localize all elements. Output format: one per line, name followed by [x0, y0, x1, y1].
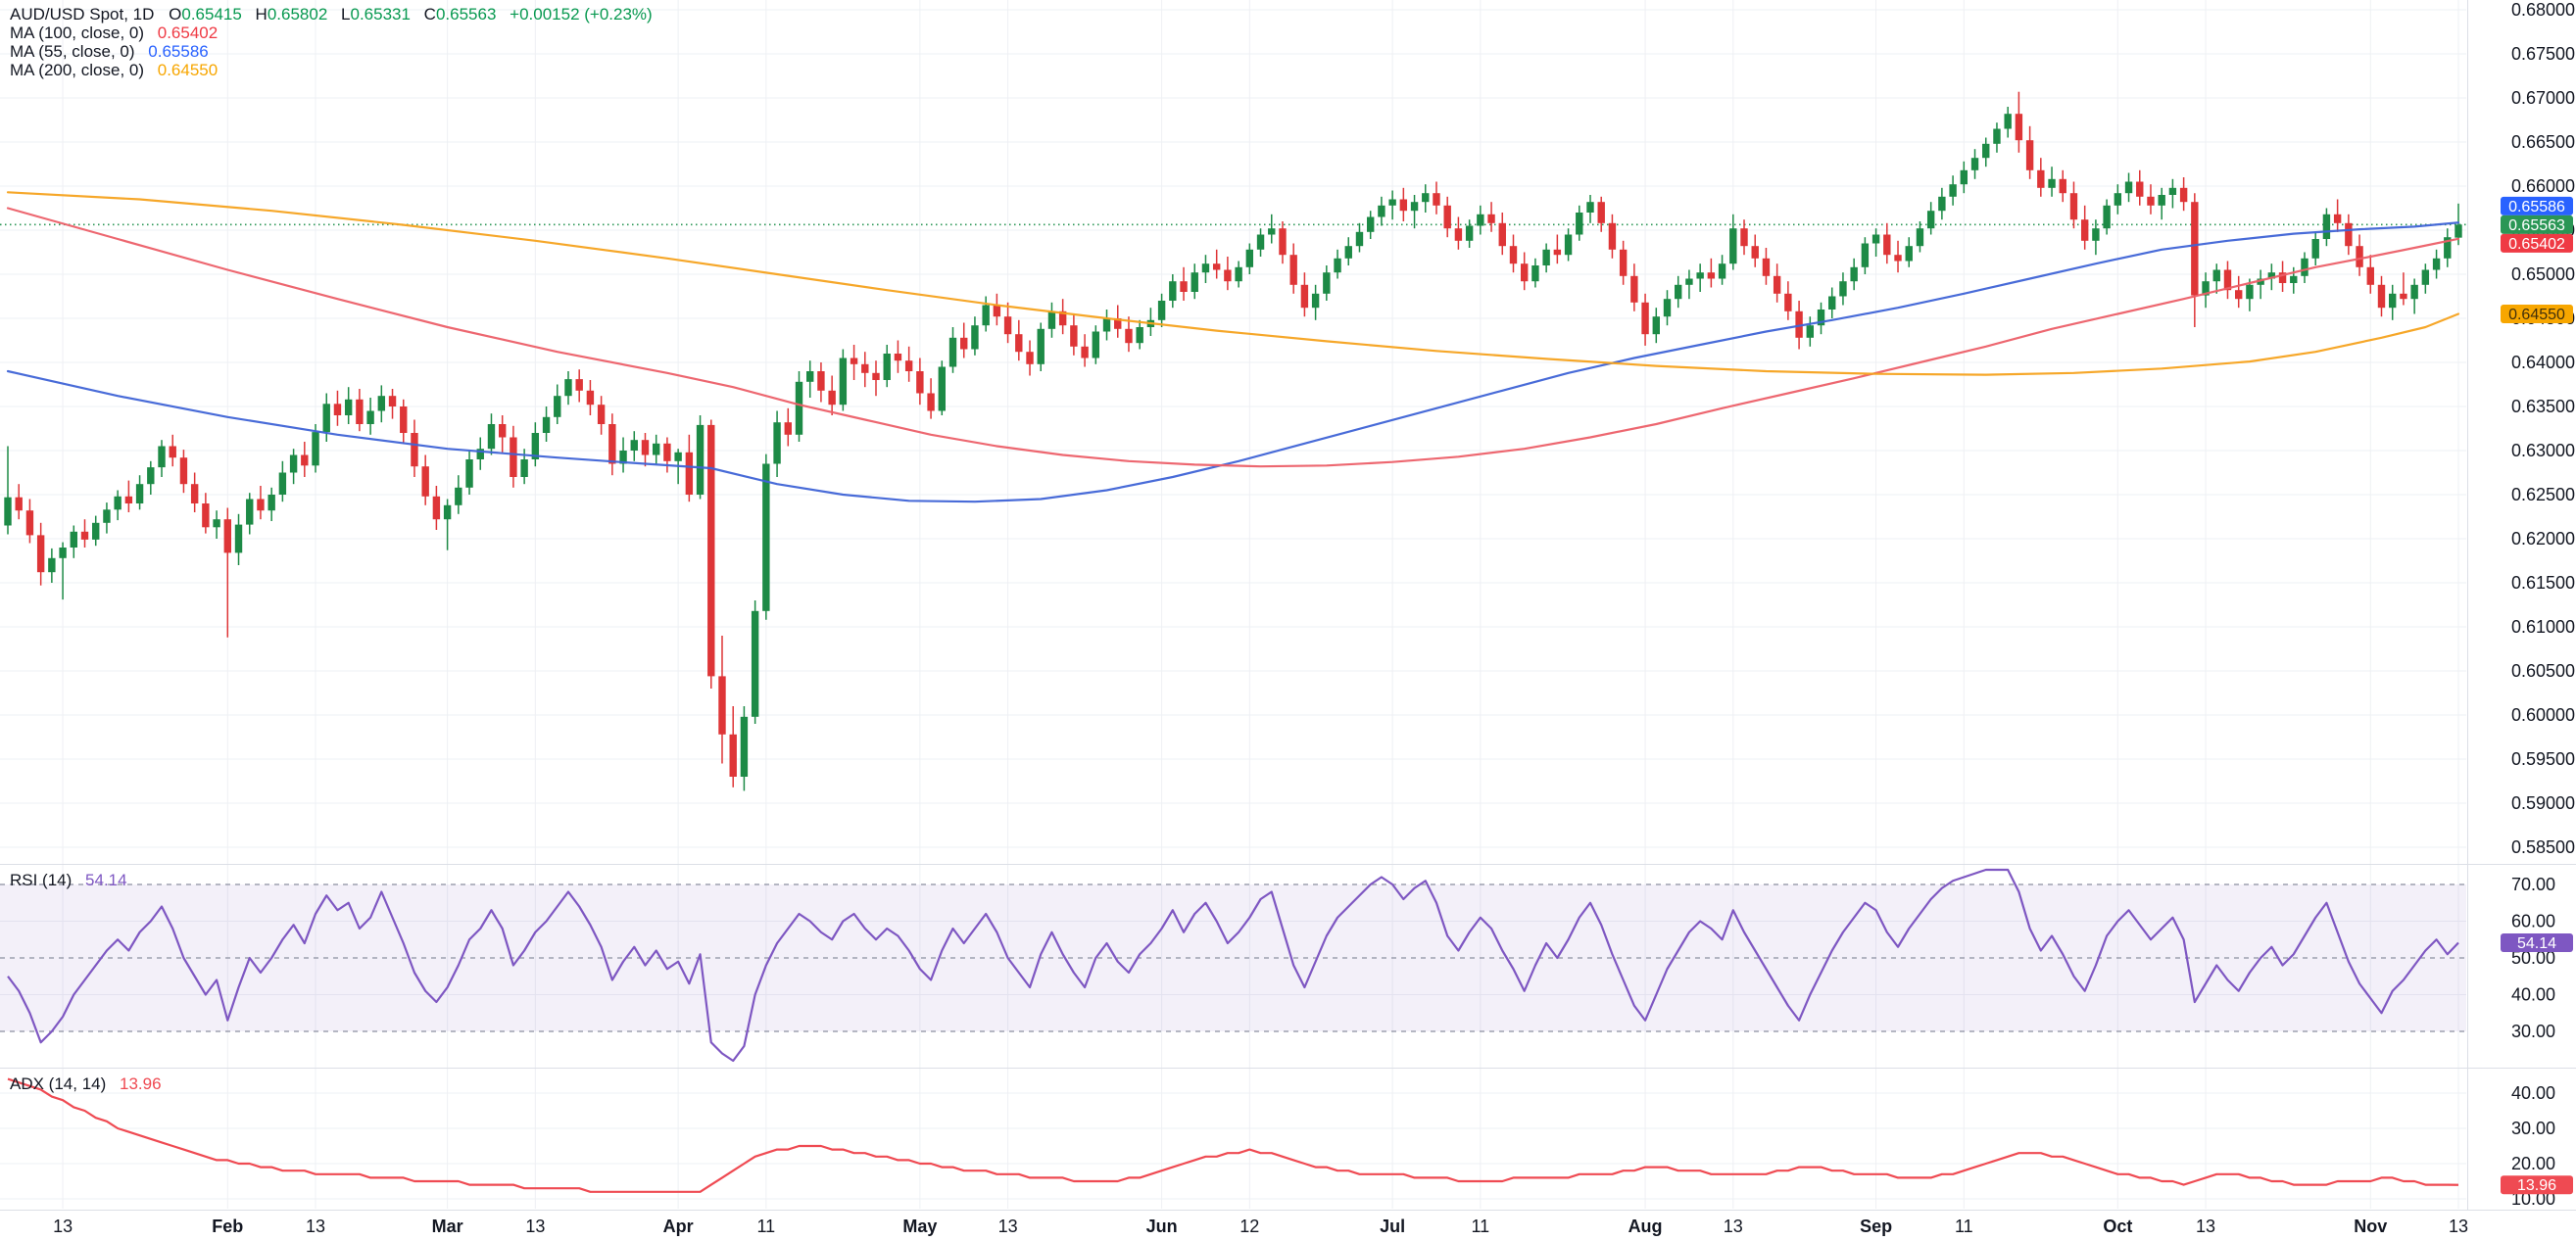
ma55-label: MA (55, close, 0) — [10, 42, 135, 61]
svg-text:Jul: Jul — [1380, 1217, 1405, 1236]
svg-text:0.59500: 0.59500 — [2511, 749, 2575, 769]
svg-text:13: 13 — [1724, 1217, 1743, 1236]
open-label: O — [169, 5, 182, 24]
svg-text:40.00: 40.00 — [2511, 1083, 2555, 1103]
svg-text:0.63500: 0.63500 — [2511, 397, 2575, 416]
svg-text:50.00: 50.00 — [2511, 948, 2555, 968]
svg-text:30.00: 30.00 — [2511, 1119, 2555, 1138]
svg-text:0.59000: 0.59000 — [2511, 793, 2575, 813]
svg-text:0.68000: 0.68000 — [2511, 0, 2575, 20]
svg-text:Feb: Feb — [212, 1217, 243, 1236]
ma55-value: 0.65586 — [148, 42, 209, 61]
price-axis[interactable]: 0.68000 0.67500 0.67000 0.66500 0.66000 0.655… — [2468, 0, 2576, 1210]
svg-text:Sep: Sep — [1860, 1217, 1892, 1236]
svg-text:0.64550: 0.64550 — [2508, 307, 2565, 323]
grid-lines — [0, 0, 2466, 1209]
axis-price-tag: 54.14 — [2501, 932, 2573, 952]
main-pane-legend[interactable]: AUD/USD Spot, 1D O0.65415 H0.65802 L0.65… — [10, 5, 661, 79]
ma-200-line[interactable] — [6, 191, 2460, 376]
svg-text:0.61000: 0.61000 — [2511, 617, 2575, 637]
adx-value: 13.96 — [120, 1074, 162, 1093]
svg-text:0.62500: 0.62500 — [2511, 485, 2575, 504]
symbol-ohlc-row: AUD/USD Spot, 1D O0.65415 H0.65802 L0.65… — [10, 5, 661, 24]
svg-text:Mar: Mar — [432, 1217, 463, 1236]
svg-text:0.66000: 0.66000 — [2511, 176, 2575, 196]
svg-text:30.00: 30.00 — [2511, 1022, 2555, 1041]
svg-text:0.67000: 0.67000 — [2511, 88, 2575, 108]
svg-text:13: 13 — [2449, 1217, 2468, 1236]
svg-text:60.00: 60.00 — [2511, 912, 2555, 931]
ma200-label: MA (200, close, 0) — [10, 61, 145, 79]
svg-text:13: 13 — [2196, 1217, 2215, 1236]
ma100-legend-row[interactable]: MA (100, close, 0) 0.65402 — [10, 24, 661, 42]
svg-text:Apr: Apr — [663, 1217, 694, 1236]
svg-text:0.58500: 0.58500 — [2511, 837, 2575, 857]
high-label: H — [255, 5, 267, 24]
rsi-label: RSI (14) — [10, 871, 73, 889]
svg-text:13: 13 — [998, 1217, 1018, 1236]
svg-text:13.96: 13.96 — [2517, 1177, 2556, 1194]
svg-text:13: 13 — [306, 1217, 325, 1236]
change-value: +0.00152 (+0.23%) — [510, 5, 653, 24]
candlestick-series[interactable] — [4, 91, 2462, 791]
symbol-title[interactable]: AUD/USD Spot, 1D — [10, 5, 155, 24]
ma200-legend-row[interactable]: MA (200, close, 0) 0.64550 — [10, 61, 661, 79]
svg-text:11: 11 — [1955, 1217, 1973, 1236]
svg-text:0.64000: 0.64000 — [2511, 353, 2575, 372]
svg-text:Jun: Jun — [1146, 1217, 1178, 1236]
svg-text:0.67500: 0.67500 — [2511, 44, 2575, 64]
pane-separators[interactable] — [0, 0, 2576, 1211]
svg-text:40.00: 40.00 — [2511, 985, 2555, 1005]
svg-text:May: May — [902, 1217, 937, 1236]
high-value: 0.65802 — [267, 5, 328, 24]
adx-line[interactable] — [7, 1077, 2459, 1193]
svg-text:20.00: 20.00 — [2511, 1154, 2555, 1173]
svg-text:Oct: Oct — [2103, 1217, 2132, 1236]
svg-text:13: 13 — [53, 1217, 73, 1236]
adx-label: ADX (14, 14) — [10, 1074, 107, 1093]
svg-text:0.63000: 0.63000 — [2511, 441, 2575, 460]
svg-text:Aug: Aug — [1628, 1217, 1663, 1236]
svg-text:0.60500: 0.60500 — [2511, 661, 2575, 681]
close-value: 0.65563 — [435, 5, 497, 24]
ma200-value: 0.64550 — [157, 61, 219, 79]
svg-text:11: 11 — [757, 1217, 776, 1236]
ma-100-line[interactable] — [6, 207, 2460, 468]
svg-text:0.62000: 0.62000 — [2511, 529, 2575, 549]
time-axis[interactable]: 13 Feb 13 Mar 13 Apr 11 May 13 Jun 12 Jul 11 Aug 13 Sep… — [53, 1217, 2468, 1236]
svg-text:11: 11 — [1471, 1217, 1489, 1236]
ma100-value: 0.65402 — [157, 24, 219, 42]
svg-text:54.14: 54.14 — [2517, 935, 2556, 952]
open-value: 0.65415 — [181, 5, 242, 24]
adx-pane-legend[interactable]: ADX (14, 14) 13.96 — [10, 1074, 162, 1093]
svg-text:12: 12 — [1239, 1217, 1259, 1236]
axis-price-tag: 0.65402 — [2501, 233, 2573, 253]
rsi-band — [0, 884, 2466, 1031]
close-label: C — [423, 5, 436, 24]
rsi-line[interactable] — [7, 868, 2459, 1063]
svg-text:Nov: Nov — [2354, 1217, 2387, 1236]
svg-text:13: 13 — [525, 1217, 545, 1236]
svg-text:0.60000: 0.60000 — [2511, 705, 2575, 725]
axis-price-tag: 0.64550 — [2501, 305, 2573, 323]
svg-text:0.66500: 0.66500 — [2511, 132, 2575, 152]
axis-price-tag: 0.65563 — [2501, 215, 2573, 234]
low-value: 0.65331 — [350, 5, 411, 24]
low-label: L — [341, 5, 351, 24]
rsi-value: 54.14 — [85, 871, 127, 889]
ma55-legend-row[interactable]: MA (55, close, 0) 0.65586 — [10, 42, 661, 61]
svg-text:0.65563: 0.65563 — [2508, 217, 2565, 234]
axis-price-tag: 13.96 — [2501, 1175, 2573, 1195]
rsi-pane-legend[interactable]: RSI (14) 54.14 — [10, 871, 127, 889]
svg-text:0.61500: 0.61500 — [2511, 573, 2575, 593]
svg-text:0.65586: 0.65586 — [2508, 199, 2565, 215]
svg-text:0.65000: 0.65000 — [2511, 264, 2575, 284]
axis-price-tag: 0.65586 — [2501, 196, 2573, 215]
ma-55-line[interactable] — [6, 221, 2460, 503]
ma100-label: MA (100, close, 0) — [10, 24, 145, 42]
svg-text:0.65402: 0.65402 — [2508, 236, 2565, 253]
svg-text:70.00: 70.00 — [2511, 875, 2555, 894]
